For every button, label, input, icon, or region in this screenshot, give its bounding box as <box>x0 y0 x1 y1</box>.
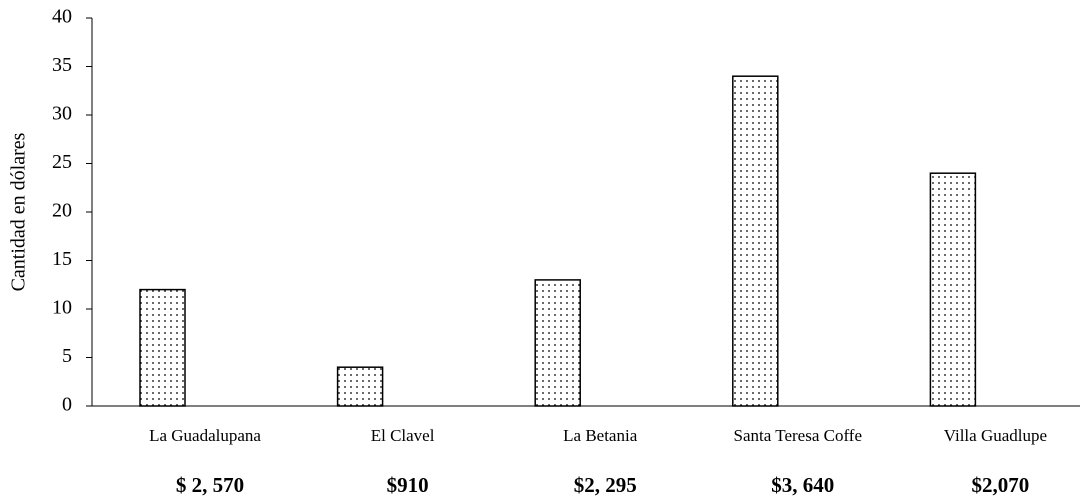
x-tick-label: La Guadalupana <box>149 426 261 445</box>
y-tick-label: 5 <box>62 345 72 367</box>
y-tick-label: 25 <box>52 151 72 173</box>
y-tick-label: 35 <box>52 54 72 76</box>
bar <box>732 75 779 407</box>
y-tick-label: 10 <box>52 297 72 319</box>
annotation: $2,070 <box>972 473 1030 497</box>
bar <box>139 288 186 407</box>
annotation: $3, 640 <box>771 473 834 497</box>
annotation: $ 2, 570 <box>176 473 244 497</box>
x-tick-label: La Betania <box>563 426 638 445</box>
y-tick-label: 30 <box>52 103 72 125</box>
x-tick-label: El Clavel <box>371 426 435 445</box>
annotation: $2, 295 <box>574 473 637 497</box>
y-tick-label: 0 <box>62 394 72 416</box>
y-tick-label: 20 <box>52 200 72 222</box>
annotation: $910 <box>387 473 429 497</box>
bar <box>929 172 977 407</box>
y-axis-label: Cantidad en dólares <box>8 132 30 291</box>
y-tick-label: 40 <box>52 6 72 28</box>
bar <box>534 279 581 407</box>
x-tick-label: Villa Guadlupe <box>944 426 1047 445</box>
bar <box>336 366 384 407</box>
y-tick-label: 15 <box>52 248 72 270</box>
x-tick-label: Santa Teresa Coffe <box>734 426 862 445</box>
